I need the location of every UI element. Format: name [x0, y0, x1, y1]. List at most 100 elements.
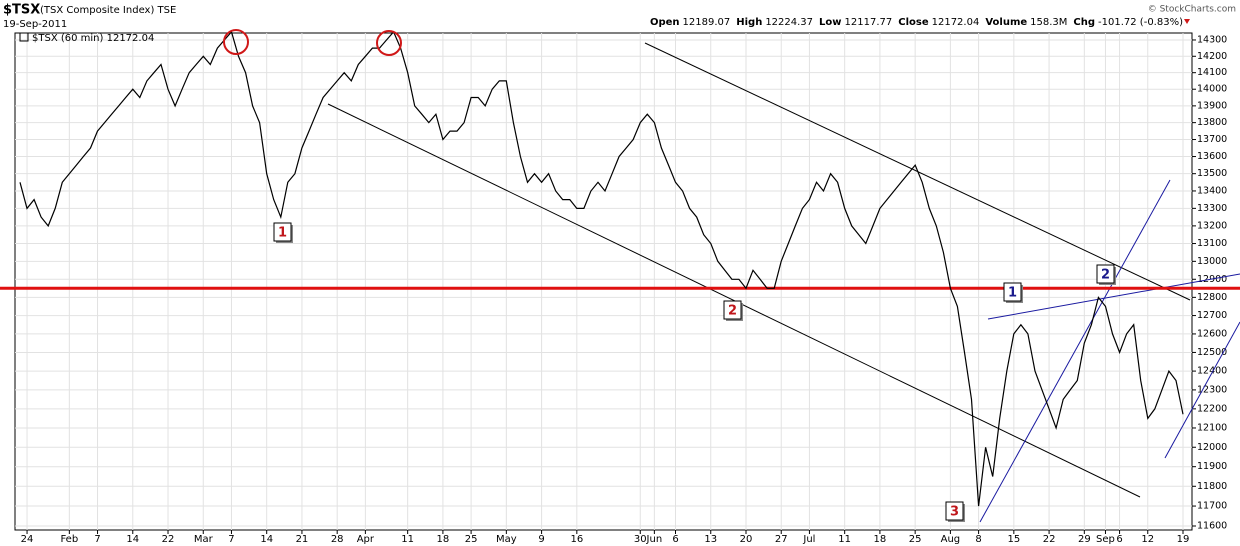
- x-tick-label: 19: [1177, 534, 1190, 545]
- x-tick-label: Mar: [194, 534, 214, 545]
- wave-box: [945, 501, 964, 521]
- chart-date: 19-Sep-2011: [3, 19, 67, 30]
- wave-box: [1003, 282, 1022, 302]
- x-tick-label: Jun: [646, 534, 663, 545]
- wave-label: 2: [728, 304, 737, 319]
- y-tick-label: 13700: [1197, 134, 1227, 145]
- wave-label: 1: [1008, 286, 1017, 301]
- x-tick-label: Apr: [357, 534, 375, 545]
- x-tick-label: 22: [162, 534, 175, 545]
- quote-label: High: [736, 17, 762, 28]
- wave-box: [723, 300, 742, 320]
- y-tick-label: 12600: [1197, 328, 1227, 339]
- x-tick-label: 6: [1116, 534, 1122, 545]
- y-tick-label: 12400: [1197, 366, 1227, 377]
- y-tick-label: 11600: [1197, 520, 1227, 531]
- wave-label: 1: [278, 226, 287, 241]
- y-tick-label: 11900: [1197, 461, 1227, 472]
- x-tick-label: 7: [94, 534, 100, 545]
- chart-title: $TSX: [3, 3, 40, 18]
- x-tick-label: 18: [874, 534, 887, 545]
- y-tick-label: 12700: [1197, 310, 1227, 321]
- y-tick-label: 11800: [1197, 481, 1227, 492]
- x-tick-label: Jul: [802, 534, 815, 545]
- y-tick-label: 13000: [1197, 256, 1227, 267]
- plot-frame: [14, 32, 1193, 531]
- quote-label: Low: [819, 17, 841, 28]
- x-tick-label: 14: [260, 534, 273, 545]
- quote-label: Close: [898, 17, 929, 28]
- change-arrow: [1184, 19, 1190, 24]
- x-tick-label: 29: [1078, 534, 1091, 545]
- quote-value: 12189.07: [683, 17, 731, 28]
- y-tick-label: 12500: [1197, 347, 1227, 358]
- x-tick-label: 12: [1141, 534, 1154, 545]
- y-tick-label: 12000: [1197, 442, 1227, 453]
- wave-label: 2: [1101, 268, 1110, 283]
- x-tick-label: Aug: [941, 534, 961, 545]
- chart-subtitle: (TSX Composite Index) TSE: [40, 5, 176, 16]
- trendline: [987, 273, 1240, 320]
- y-tick-label: 13300: [1197, 203, 1227, 214]
- y-tick-label: 14000: [1197, 84, 1227, 95]
- y-tick-label: 14300: [1197, 34, 1227, 45]
- y-tick-label: 12200: [1197, 403, 1227, 414]
- x-tick-label: 7: [228, 534, 234, 545]
- x-tick-label: 21: [296, 534, 309, 545]
- y-tick-label: 12800: [1197, 292, 1227, 303]
- highlight-circle: [223, 29, 249, 55]
- x-tick-label: 6: [672, 534, 678, 545]
- quote-value: 12224.37: [765, 17, 813, 28]
- trendline: [979, 179, 1171, 523]
- x-tick-label: 11: [401, 534, 414, 545]
- x-tick-label: 18: [437, 534, 450, 545]
- quote-label: Volume: [985, 17, 1027, 28]
- quote-value: 12172.04: [932, 17, 980, 28]
- wave-box: [1096, 264, 1115, 284]
- y-tick-label: 13800: [1197, 117, 1227, 128]
- copyright: © StockCharts.com: [1148, 5, 1236, 15]
- wave-box: [273, 222, 292, 242]
- trendline: [1164, 321, 1240, 459]
- price-line: [19, 30, 1184, 507]
- quote-label: Chg: [1073, 17, 1095, 28]
- x-tick-label: 28: [331, 534, 344, 545]
- x-tick-label: 16: [570, 534, 583, 545]
- x-tick-label: Feb: [60, 534, 78, 545]
- legend-swatch: [19, 32, 29, 42]
- y-tick-label: 13400: [1197, 185, 1227, 196]
- x-tick-label: 9: [538, 534, 544, 545]
- wave-label: 3: [950, 505, 959, 520]
- quote-value: -101.72 (-0.83%): [1098, 17, 1183, 28]
- quote-value: 12117.77: [845, 17, 893, 28]
- x-tick-label: 30: [634, 534, 647, 545]
- y-tick-label: 12300: [1197, 384, 1227, 395]
- y-tick-label: 13200: [1197, 220, 1227, 231]
- highlight-circle: [376, 30, 402, 56]
- x-tick-label: 11: [838, 534, 851, 545]
- x-tick-label: May: [496, 534, 517, 545]
- y-tick-label: 13500: [1197, 168, 1227, 179]
- y-tick-label: 11700: [1197, 501, 1227, 512]
- x-tick-label: 15: [1007, 534, 1020, 545]
- quote-value: 158.3M: [1030, 17, 1067, 28]
- x-tick-label: 25: [909, 534, 922, 545]
- y-tick-label: 12100: [1197, 422, 1227, 433]
- x-tick-label: 20: [740, 534, 753, 545]
- x-tick-label: 27: [775, 534, 788, 545]
- x-tick-label: 24: [21, 534, 34, 545]
- x-tick-label: 22: [1043, 534, 1056, 545]
- x-tick-label: 25: [465, 534, 478, 545]
- y-tick-label: 13900: [1197, 100, 1227, 111]
- x-tick-label: 14: [126, 534, 139, 545]
- quote-label: Open: [650, 17, 680, 28]
- x-tick-label: Sep: [1096, 534, 1115, 545]
- y-tick-label: 14100: [1197, 67, 1227, 78]
- x-tick-label: 8: [975, 534, 981, 545]
- y-tick-label: 13600: [1197, 151, 1227, 162]
- legend: $TSX (60 min) 12172.04: [32, 33, 154, 44]
- y-tick-label: 14200: [1197, 51, 1227, 62]
- x-tick-label: 13: [704, 534, 717, 545]
- quote: Open 12189.07 High 12224.37 Low 12117.77 Close…: [650, 17, 1183, 28]
